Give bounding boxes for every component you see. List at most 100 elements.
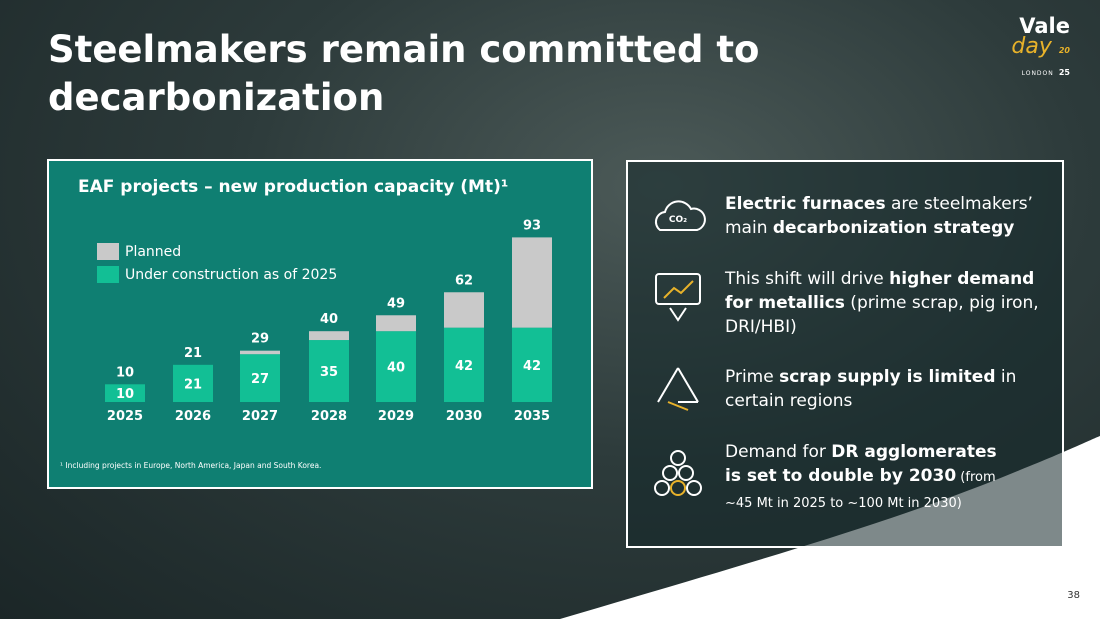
- bar-value-label: 42: [523, 359, 541, 374]
- info-item: This shift will drive higher demand for m…: [725, 267, 1065, 339]
- bar-segment: [309, 331, 349, 341]
- info-item: Electric furnaces are steelmakers’ main d…: [725, 192, 1065, 240]
- total-label: 29: [251, 332, 269, 347]
- bar-segment: [512, 237, 552, 328]
- info-line: for metallics (prime scrap, pig iron,: [725, 291, 1065, 315]
- bar-segment: [512, 327, 552, 402]
- logo-year-bottom: 25: [1058, 68, 1070, 77]
- title-line: decarbonization: [48, 76, 385, 119]
- chart-icon-stand: [669, 307, 687, 322]
- bar-value-label: 10: [116, 387, 134, 402]
- legend-label: Planned: [125, 244, 181, 260]
- info-text: Prime: [725, 367, 780, 387]
- chart-icon-arrow: [663, 280, 694, 299]
- bar-segment: [240, 354, 280, 402]
- logo-event-text: day: [1011, 34, 1052, 59]
- info-text: main: [725, 218, 773, 238]
- pellet-icon: [686, 480, 702, 496]
- title-line: Steelmakers remain committed to: [48, 28, 760, 71]
- bar-segment: [309, 340, 349, 402]
- legend-swatch: [97, 266, 119, 283]
- info-line: certain regions: [725, 389, 1065, 413]
- logo-event: day 20: [1011, 36, 1070, 60]
- logo-bottom: LONDON 25: [1011, 60, 1070, 79]
- info-line: ~45 Mt in 2025 to ~100 Mt in 2030): [725, 490, 1065, 516]
- bar-value-label: 42: [455, 359, 473, 374]
- legend-label: Under construction as of 2025: [125, 267, 337, 283]
- total-label: 93: [523, 218, 541, 233]
- x-tick-label: 2025: [107, 409, 143, 424]
- info-line: is set to double by 2030 (from: [725, 464, 1065, 490]
- total-label: 21: [184, 346, 202, 361]
- total-label: 49: [387, 296, 405, 311]
- bar-segment: [173, 364, 213, 402]
- info-line: Prime scrap supply is limited in: [725, 365, 1065, 389]
- recycle-icon-accent: [667, 401, 689, 411]
- x-tick-label: 2030: [446, 409, 482, 424]
- logo-year-top: 20: [1058, 46, 1070, 55]
- bar-value-label: 35: [320, 365, 338, 380]
- info-text: in: [995, 367, 1017, 387]
- recycle-icon: [657, 367, 699, 403]
- info-text: certain regions: [725, 391, 853, 411]
- info-text: scrap supply is limited: [779, 367, 996, 387]
- bar-segment: [105, 384, 145, 402]
- info-text: (from: [956, 470, 996, 485]
- chart-icon: [655, 273, 701, 305]
- info-line: DRI/HBI): [725, 315, 1065, 339]
- x-tick-label: 2035: [514, 409, 550, 424]
- pellet-icon: [670, 450, 686, 466]
- info-line: This shift will drive higher demand: [725, 267, 1065, 291]
- info-text: ~45 Mt in 2025 to ~100 Mt in 2030): [725, 496, 962, 511]
- slide-title: Steelmakers remain committed to decarbon…: [48, 26, 759, 122]
- bar-segment: [444, 292, 484, 328]
- info-text: (prime scrap, pig iron,: [844, 293, 1039, 313]
- footnote: ¹ Including projects in Europe, North Am…: [60, 461, 321, 470]
- info-text: This shift will drive: [725, 269, 890, 289]
- info-text: Demand for: [725, 442, 832, 462]
- pellet-icon: [654, 480, 670, 496]
- logo-city: LONDON: [1021, 70, 1054, 77]
- page-number: 38: [1067, 590, 1080, 601]
- info-text: DRI/HBI): [725, 317, 797, 337]
- logo: Vale day 20 LONDON 25: [1011, 14, 1070, 79]
- chart-title: EAF projects – new production capacity (…: [78, 177, 508, 197]
- info-text: are steelmakers’: [885, 194, 1033, 214]
- icons: [654, 200, 706, 496]
- icon-label: CO₂: [669, 215, 687, 225]
- info-text: for metallics: [725, 293, 845, 313]
- bar-segment: [376, 331, 416, 402]
- legend-swatch: [97, 243, 119, 260]
- bar-value-label: 40: [387, 361, 405, 376]
- pellet-icon: [662, 465, 678, 481]
- bar-value-label: 21: [184, 377, 202, 392]
- chart-panel: [47, 159, 593, 489]
- info-item: Demand for DR agglomerates is set to doub…: [725, 440, 1065, 516]
- info-text: higher demand: [889, 269, 1035, 289]
- info-text: Electric furnaces: [725, 194, 886, 214]
- total-label: 40: [320, 312, 338, 327]
- info-line: Demand for DR agglomerates: [725, 440, 1065, 464]
- pellet-icon: [670, 480, 686, 496]
- info-line: Electric furnaces are steelmakers’: [725, 192, 1065, 216]
- bar-value-label: 27: [251, 372, 269, 387]
- info-text: decarbonization strategy: [772, 218, 1015, 238]
- info-line: main decarbonization strategy: [725, 216, 1065, 240]
- total-label: 62: [455, 273, 473, 288]
- bar-segment: [240, 350, 280, 355]
- bar-segment: [376, 315, 416, 332]
- total-label: 10: [116, 365, 134, 380]
- info-text: DR agglomerates: [831, 442, 997, 462]
- x-tick-label: 2027: [242, 409, 278, 424]
- x-tick-label: 2026: [175, 409, 211, 424]
- info-text: is set to double by 2030: [725, 466, 957, 486]
- x-tick-label: 2029: [378, 409, 414, 424]
- cloud-icon: [654, 200, 706, 231]
- logo-name: Vale: [1019, 14, 1070, 38]
- x-tick-label: 2028: [311, 409, 347, 424]
- bar-segment: [444, 327, 484, 402]
- info-item: Prime scrap supply is limited in certain …: [725, 365, 1065, 413]
